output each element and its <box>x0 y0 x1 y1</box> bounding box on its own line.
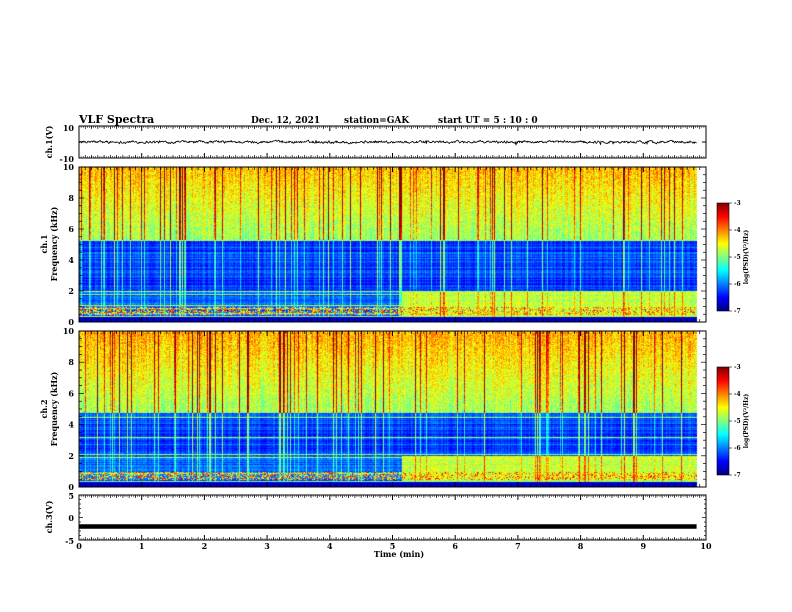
x-tick-label: 9 <box>641 541 647 551</box>
freq-tick-label: 10 <box>63 326 75 336</box>
colorbar-tick-label: -7 <box>734 472 741 479</box>
freq-tick-label: 0 <box>68 317 74 327</box>
ch3-ytick-bottom: -5 <box>65 536 74 546</box>
x-tick-label: 3 <box>264 541 270 551</box>
freq-tick-label: 0 <box>68 482 74 492</box>
x-tick-label: 10 <box>700 541 712 551</box>
ch3-ticks <box>78 494 707 541</box>
ch1-spec-ylabel-line1: ch.1 <box>39 234 49 253</box>
colorbar-tick-label: -7 <box>734 308 741 315</box>
ch1-spectrogram-image <box>79 167 706 322</box>
start-ut-label: start UT = 5 : 10 : 0 <box>438 116 538 126</box>
colorbar-tick-label: -3 <box>734 364 741 371</box>
freq-tick-label: 8 <box>68 357 74 367</box>
ch1-ticks <box>78 125 707 159</box>
chart-title: VLF Spectra <box>78 113 154 126</box>
ch1-colorbar-ticks: -3 -4 -5 -6 -7 <box>729 200 741 315</box>
freq-tick-label: 10 <box>63 162 75 172</box>
freq-tick-label: 2 <box>68 451 74 461</box>
x-tick-label: 2 <box>202 541 208 551</box>
ch1-ylabel: ch.1(V) <box>44 125 54 158</box>
ch3-ytick-top: 5 <box>68 491 74 501</box>
ch1-ytick-top: 10 <box>63 123 75 133</box>
ch2-spec-ylabel-line2: Frequency (kHz) <box>49 371 59 446</box>
freq-tick-label: 2 <box>68 286 74 296</box>
ch2-spec-yticklabels: 0 2 4 6 8 10 <box>63 326 75 492</box>
ch1-waveform-panel: 10 -10 ch.1(V) <box>44 123 707 164</box>
ch2-colorbar: -3 -4 -5 -6 -7 log(PSD)(V²/Hz) <box>716 364 750 479</box>
ch2-colorbar-label: log(PSD)(V²/Hz) <box>743 394 750 449</box>
ch1-spec-yticklabels: 0 2 4 6 8 10 <box>63 162 75 327</box>
ch2-spectrogram-image <box>79 331 706 487</box>
ch1-ytick-bottom: -10 <box>60 154 75 164</box>
ch1-spec-ticks <box>78 166 707 323</box>
x-tick-label: 8 <box>578 541 584 551</box>
colorbar-tick-label: -4 <box>734 227 741 234</box>
freq-tick-label: 4 <box>68 420 74 430</box>
date-label: Dec. 12, 2021 <box>251 116 320 126</box>
x-axis-label: Time (min) <box>374 549 424 559</box>
ch2-spectrogram-panel: 0 2 4 6 8 10 ch.2 Frequency (kHz) -3 -4 -5 -6 -7 … <box>39 326 750 492</box>
colorbar-tick-label: -6 <box>734 445 741 452</box>
ch2-spec-ylabel-line1: ch.2 <box>39 399 49 418</box>
colorbar-tick-label: -4 <box>734 391 741 398</box>
x-tick-label: 5 <box>390 541 396 551</box>
colorbar-tick-label: -3 <box>734 200 741 207</box>
ch3-ylabel: ch.3(V) <box>44 500 54 533</box>
freq-tick-label: 4 <box>68 255 74 265</box>
ch1-waveform-line <box>78 139 697 146</box>
ch1-colorbar: -3 -4 -5 -6 -7 log(PSD)(V²/Hz) <box>716 200 750 315</box>
x-tick-labels: 0 1 2 3 4 5 6 7 8 9 10 <box>76 541 712 551</box>
freq-tick-label: 6 <box>68 224 74 234</box>
ch1-spectrogram-panel: 0 2 4 6 8 10 ch.1 Frequency (kHz) -3 -4 -5 -6 -7 … <box>39 162 750 327</box>
x-tick-label: 0 <box>76 541 82 551</box>
freq-tick-label: 6 <box>68 388 74 398</box>
x-tick-label: 4 <box>327 541 333 551</box>
station-label: station=GAK <box>344 116 410 126</box>
freq-tick-label: 8 <box>68 193 74 203</box>
ch3-waveform-panel: 5 0 -5 ch.3(V) <box>44 491 707 546</box>
ch2-colorbar-gradient <box>716 366 730 476</box>
x-tick-label: 7 <box>515 541 521 551</box>
ch2-spec-ticks <box>78 330 707 488</box>
colorbar-tick-label: -5 <box>734 254 741 261</box>
ch3-ytick-mid: 0 <box>68 513 74 523</box>
colorbar-tick-label: -5 <box>734 418 741 425</box>
ch2-colorbar-ticks: -3 -4 -5 -6 -7 <box>729 364 741 479</box>
colorbar-tick-label: -6 <box>734 281 741 288</box>
x-tick-label: 1 <box>139 541 145 551</box>
x-tick-label: 6 <box>452 541 458 551</box>
ch1-colorbar-label: log(PSD)(V²/Hz) <box>743 230 750 285</box>
ch1-colorbar-gradient <box>716 202 730 312</box>
ch1-spec-ylabel-line2: Frequency (kHz) <box>49 206 59 281</box>
